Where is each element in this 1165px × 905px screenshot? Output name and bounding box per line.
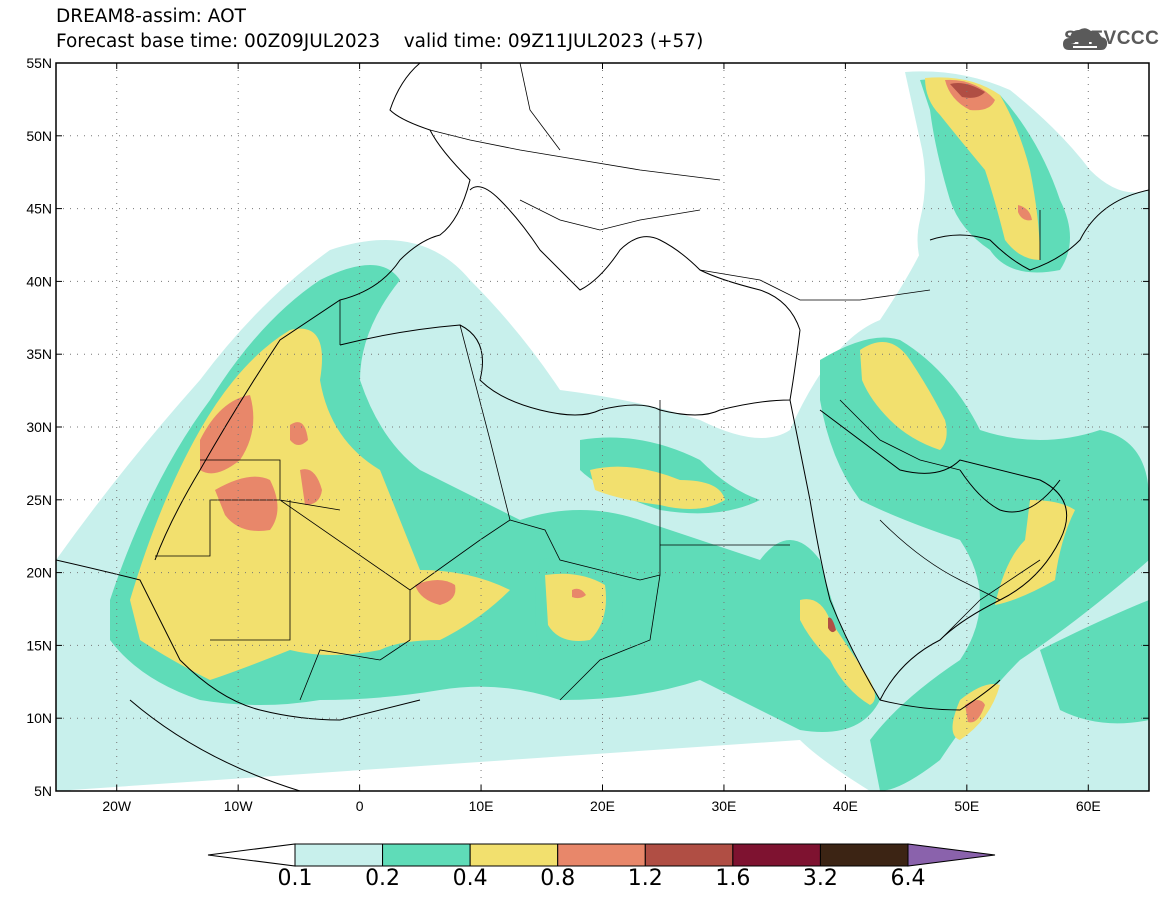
aot-fields [56,71,1149,791]
lon-label: 40E [833,798,858,814]
lat-label: 10N [26,710,52,726]
colorbar [207,843,996,867]
lon-label: 10E [469,798,494,814]
lat-label: 50N [26,128,52,144]
colorbar-tick-label: 0.4 [452,866,488,891]
aot-level-1.2 [828,83,985,633]
colorbar-swatch [732,843,821,867]
colorbar-tick-label: 0.8 [540,866,576,891]
lat-label: 45N [26,201,52,217]
colorbar-swatch [382,843,471,867]
lon-label: 20W [102,798,132,814]
colorbar-tick-label: 3.2 [802,866,838,891]
colorbar-swatch [819,843,909,867]
grid-lines [56,63,1149,791]
lon-label: 20E [590,798,615,814]
colorbar-tick-label: 1.6 [715,866,751,891]
lon-label: 50E [954,798,979,814]
lat-label: 15N [26,637,52,653]
aot-level-0.8 [200,79,1032,723]
cloud-icon [1063,28,1108,50]
lat-label: 40N [26,273,52,289]
country-borders [155,63,1041,701]
lon-label: 0 [356,798,364,814]
lon-label: 30E [711,798,736,814]
lat-label: 35N [26,346,52,362]
colorbar-swatch [469,843,559,867]
colorbar-swatch [294,843,384,867]
colorbar-over-arrow [907,843,996,867]
lat-label: 55N [26,55,52,71]
logo-text: SEEVCCC [1064,28,1160,49]
colorbar-swatch [557,843,646,867]
colorbar-tick-label: 6.4 [890,866,926,891]
colorbar-swatch [644,843,734,867]
latitude-labels: 55N 50N 45N 40N 35N 30N 25N 20N 15N 10N 5N [26,55,52,799]
lat-label: 5N [34,783,52,799]
colorbar-tick-label: 1.2 [627,866,663,891]
forecast-time-subtitle: Forecast base time: 00Z09JUL2023 valid t… [56,31,704,52]
lat-label: 25N [26,492,52,508]
map-title: DREAM8-assim: AOT [56,6,246,27]
colorbar-under-arrow [207,843,296,867]
lon-label: 60E [1076,798,1101,814]
colorbar-tick-label: 0.2 [365,866,401,891]
lat-label: 30N [26,419,52,435]
longitude-labels: 20W 10W 0 10E 20E 30E 40E 50E 60E [102,798,1100,814]
lon-label: 10W [224,798,254,814]
axis-ticks [56,62,1149,792]
lat-label: 20N [26,565,52,581]
colorbar-tick-label: 0.1 [277,866,313,891]
